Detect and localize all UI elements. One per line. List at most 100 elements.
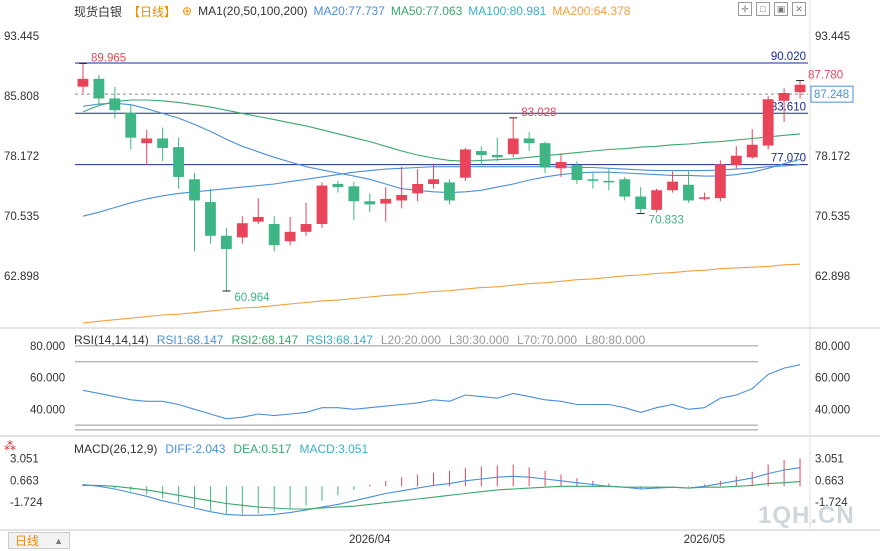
rsi-tick-left: 40.000: [30, 404, 65, 416]
rsi-tick-right: 60.000: [815, 373, 850, 385]
extreme-label: 89.965: [91, 52, 126, 64]
price-tick-right: 93.445: [815, 31, 850, 43]
price-tick-right: 78.172: [815, 151, 850, 163]
candle-body: [523, 138, 535, 144]
extreme-label: 70.833: [649, 215, 684, 227]
window-tools: ✛ □ ▣ ✕: [738, 2, 806, 16]
candle-body: [316, 185, 328, 224]
candle-body: [507, 138, 519, 155]
ma200-value: MA200:64.378: [552, 4, 631, 18]
candle-body: [714, 164, 726, 199]
rsi3-value: RSI3:68.147: [306, 333, 373, 347]
candle-body: [635, 196, 647, 210]
candle-body: [205, 202, 216, 236]
candle-body: [332, 183, 344, 188]
ma100-line: [82, 99, 801, 162]
rsi-line: [82, 364, 801, 420]
candle-body: [396, 194, 408, 201]
candle-body: [268, 224, 280, 246]
macd-tick-left: -1.724: [10, 497, 43, 509]
timeframe-label[interactable]: 【日线】: [128, 4, 177, 19]
extreme-label: 60.964: [234, 292, 270, 304]
candle-body: [77, 78, 89, 87]
extreme-label: 87.780: [808, 70, 843, 82]
candle-body: [539, 143, 551, 168]
macd-tick-left: 0.663: [10, 475, 39, 487]
chevron-up-icon: ▲: [54, 536, 63, 546]
candle-body: [475, 151, 487, 155]
rsi-tick-right: 80.000: [815, 341, 850, 353]
price-level-label: 83.610: [771, 101, 806, 113]
l30-value: L30:30.000: [448, 333, 509, 347]
candle-body: [491, 154, 503, 158]
candle-body: [173, 147, 184, 177]
macd-tick-right: 0.663: [815, 475, 844, 487]
ma100-value: MA100:80.981: [468, 4, 547, 18]
restore-icon[interactable]: ▣: [774, 2, 788, 16]
candle-body: [189, 179, 200, 201]
l80-value: L80:80.000: [585, 333, 646, 347]
l70-value: L70:70.000: [517, 333, 578, 347]
diff-value: DIFF:2.043: [165, 442, 226, 456]
candle-body: [794, 84, 806, 93]
candle-body: [236, 223, 248, 238]
candle-body: [109, 98, 121, 111]
price-tick-left: 85.808: [4, 91, 39, 103]
rsi2-value: RSI2:68.147: [231, 333, 299, 347]
dea-value: DEA:0.517: [233, 442, 292, 456]
watermark: 1QH.CN: [758, 502, 855, 529]
rsi-tick-right: 40.000: [815, 404, 850, 416]
price-tick-left: 78.172: [4, 151, 39, 163]
main-chart-header: 现货白银 【日线】 ⊕ MA1(20,50,100,200) MA20:77.7…: [74, 3, 630, 19]
ma20-line: [82, 102, 801, 194]
candle-body: [444, 182, 455, 201]
crosshair-icon[interactable]: ✛: [738, 2, 752, 16]
current-price-label: 87.248: [814, 89, 849, 101]
candle-body: [284, 231, 296, 242]
date-tick: 2026/04: [349, 534, 391, 546]
candle-body: [93, 78, 105, 99]
macd-value: MACD:3.051: [299, 442, 369, 456]
macd-tick-right: 3.051: [815, 454, 844, 466]
rsi-title[interactable]: RSI(14,14,14): [74, 333, 149, 347]
ma-indicator-label[interactable]: MA1(20,50,100,200): [198, 4, 308, 18]
ma200-line: [82, 263, 801, 324]
candle-body: [603, 180, 615, 183]
ma50-line: [82, 164, 801, 217]
zoom-icon[interactable]: □: [756, 2, 770, 16]
candle-body: [428, 179, 439, 184]
macd-title[interactable]: MACD(26,12,9): [74, 442, 158, 456]
price-tick-left: 70.535: [4, 211, 39, 223]
price-tick-right: 62.898: [815, 271, 850, 283]
candle-body: [746, 144, 758, 158]
candle-body: [125, 112, 137, 138]
macd-header: MACD(26,12,9) DIFF:2.043 DEA:0.517 MACD:…: [74, 442, 368, 456]
rsi-tick-left: 60.000: [30, 373, 65, 385]
rsi-header: RSI(14,14,14) RSI1:68.147 RSI2:68.147 RS…: [74, 333, 645, 347]
candle-body: [619, 179, 631, 197]
candle-body: [651, 190, 663, 210]
current-price-box: [810, 85, 854, 103]
symbol-label: 现货白银: [74, 4, 123, 19]
timeframe-tab-label: 日线: [15, 534, 40, 548]
candle-body: [699, 197, 710, 199]
candle-body: [683, 184, 694, 201]
date-tick: 2026/05: [684, 534, 726, 546]
timeframe-tab[interactable]: 日线 ▲: [8, 532, 70, 549]
close-icon[interactable]: ✕: [792, 2, 806, 16]
candle-body: [555, 162, 567, 169]
settings-dot-icon[interactable]: ⁂: [4, 439, 16, 453]
candle-body: [730, 155, 742, 166]
plus-circle-icon[interactable]: ⊕: [182, 4, 193, 18]
extreme-label: 83.028: [521, 107, 556, 119]
candle-body: [571, 165, 583, 181]
candle-body: [380, 198, 392, 204]
diff-line: [82, 467, 801, 516]
l20-value: L20:20.000: [380, 333, 441, 347]
macd-tick-right: -1.724: [815, 497, 848, 509]
dea-line: [83, 481, 801, 510]
rsi1-value: RSI1:68.147: [156, 333, 224, 347]
price-level-label: 90.020: [771, 51, 806, 63]
